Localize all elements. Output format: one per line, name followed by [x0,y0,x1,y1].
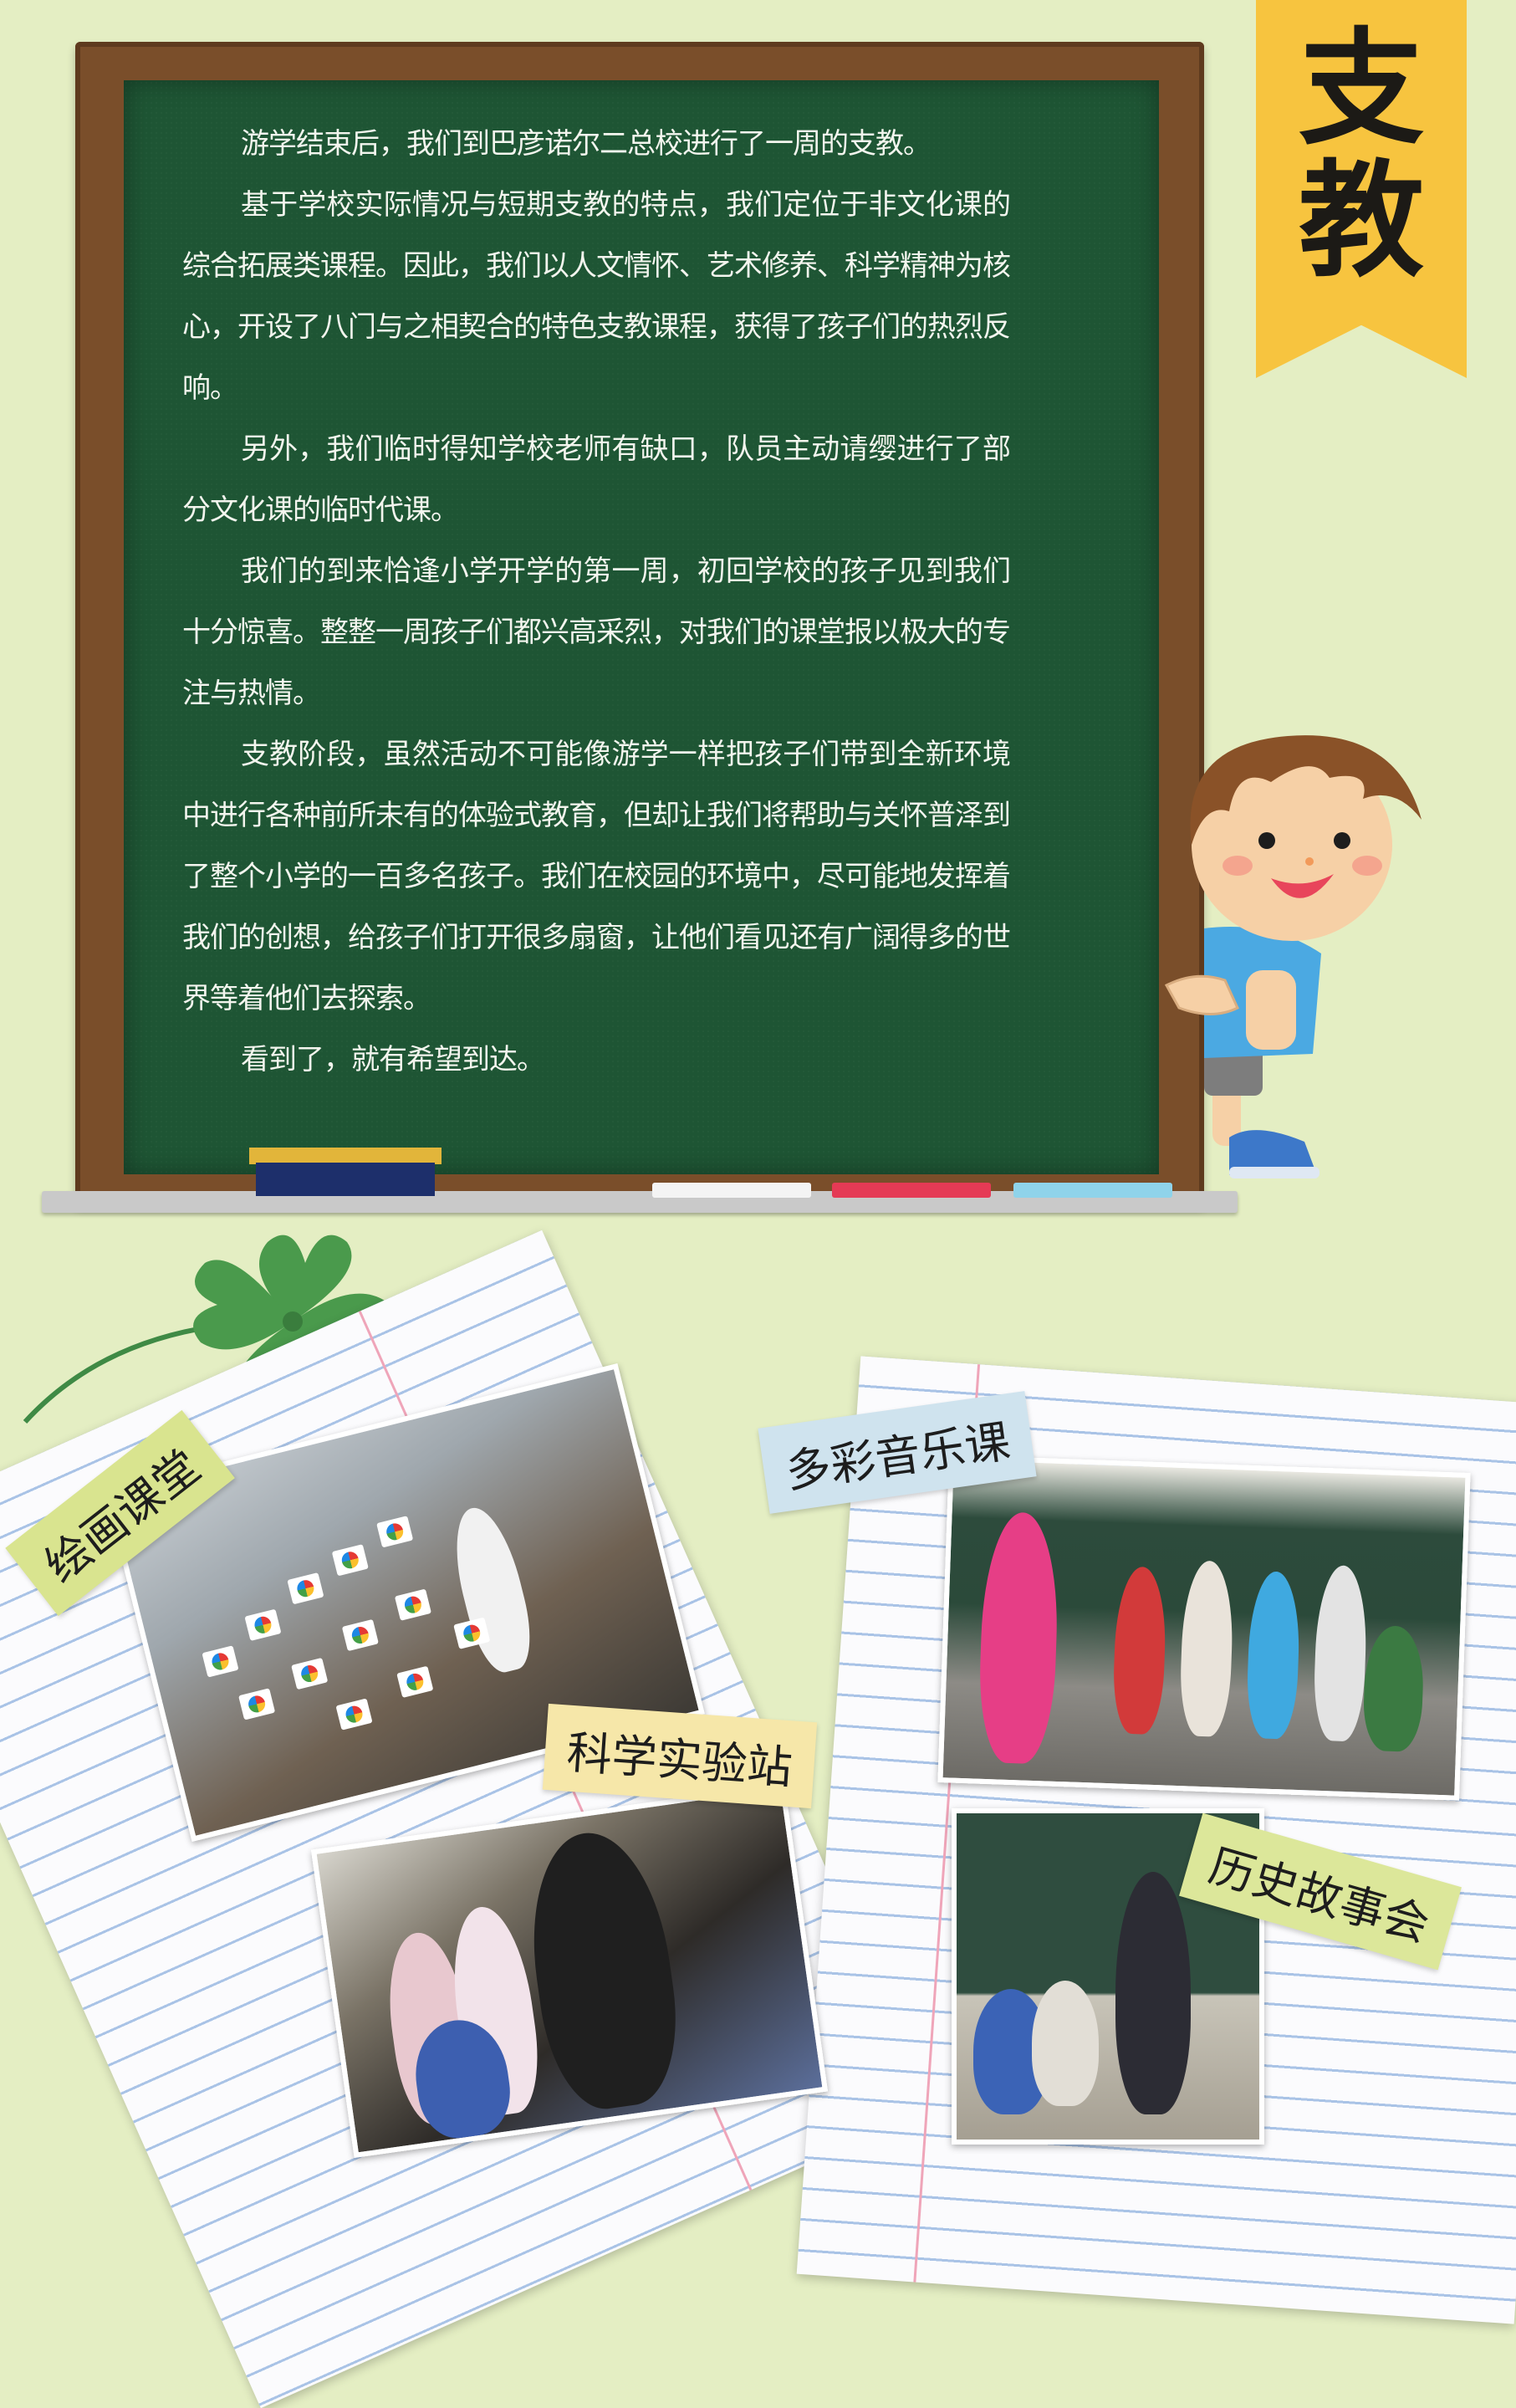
eraser-icon [249,1148,442,1198]
chalkboard: 游学结束后，我们到巴彦诺尔二总校进行了一周的支教。 基于学校实际情况与短期支教的… [124,80,1159,1174]
chalk-red [832,1183,991,1198]
paragraph-3: 另外，我们临时得知学校老师有缺口，队员主动请缨进行了部分文化课的临时代课。 [182,432,1011,527]
paragraph-5: 支教阶段，虽然活动不可能像游学一样把孩子们带到全新环境中进行各种前所未有的体验式… [182,738,1011,1015]
chalk-blue [1013,1183,1172,1198]
paragraph-6: 看到了，就有希望到达。 [241,1043,545,1076]
banner-title-line2: 教 [1298,149,1424,294]
banner-title-line1: 支 [1298,17,1424,162]
banner-title: 支 教 [1256,23,1467,288]
paragraph-4: 我们的到来恰逢小学开学的第一周，初回学校的孩子见到我们十分惊喜。整整一周孩子们都… [182,555,1011,710]
photo-science-lab [310,1783,829,2158]
paragraph-2: 基于学校实际情况与短期支教的特点，我们定位于非文化课的综合拓展类课程。因此，我们… [182,188,1011,405]
paragraph-1: 游学结束后，我们到巴彦诺尔二总校进行了一周的支教。 [241,127,932,161]
chalkboard-text: 游学结束后，我们到巴彦诺尔二总校进行了一周的支教。 基于学校实际情况与短期支教的… [182,114,1011,1091]
title-banner: 支 教 [1256,0,1467,378]
chalk-white [652,1183,811,1198]
cartoon-boy-illustration [1164,735,1422,1178]
photo-music-class [937,1455,1471,1801]
